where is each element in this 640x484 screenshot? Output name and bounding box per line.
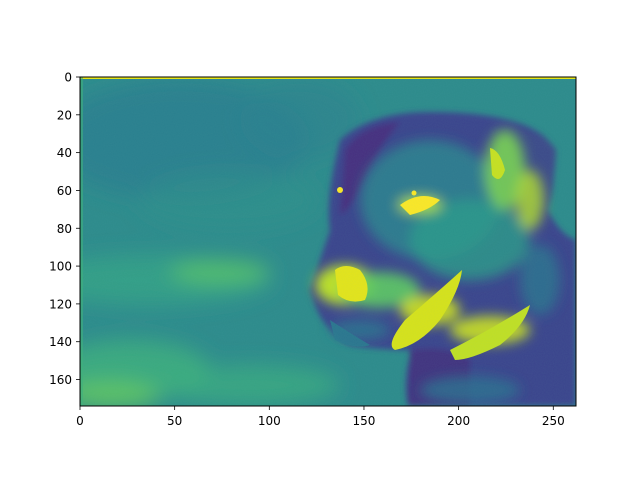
y-tick-label: 40 <box>57 146 72 160</box>
y-tick-label: 140 <box>49 335 72 349</box>
x-tick-label: 250 <box>542 414 565 428</box>
x-tick-label: 150 <box>353 414 376 428</box>
x-tick-label: 200 <box>447 414 470 428</box>
x-tick-label: 0 <box>76 414 84 428</box>
y-axis: 0 20 40 60 80 100 120 140 160 <box>49 71 80 387</box>
y-tick-label: 160 <box>49 373 72 387</box>
axes-frame <box>79 76 577 407</box>
y-tick-label: 100 <box>49 260 72 274</box>
heatmap-image <box>80 77 576 406</box>
x-axis: 0 50 100 150 200 250 <box>76 406 565 428</box>
y-tick-label: 20 <box>57 108 72 122</box>
x-tick-label: 50 <box>167 414 182 428</box>
y-tick-label: 120 <box>49 297 72 311</box>
y-tick-label: 0 <box>64 71 72 85</box>
y-tick-label: 80 <box>57 222 72 236</box>
y-tick-label: 60 <box>57 184 72 198</box>
x-tick-label: 100 <box>258 414 281 428</box>
